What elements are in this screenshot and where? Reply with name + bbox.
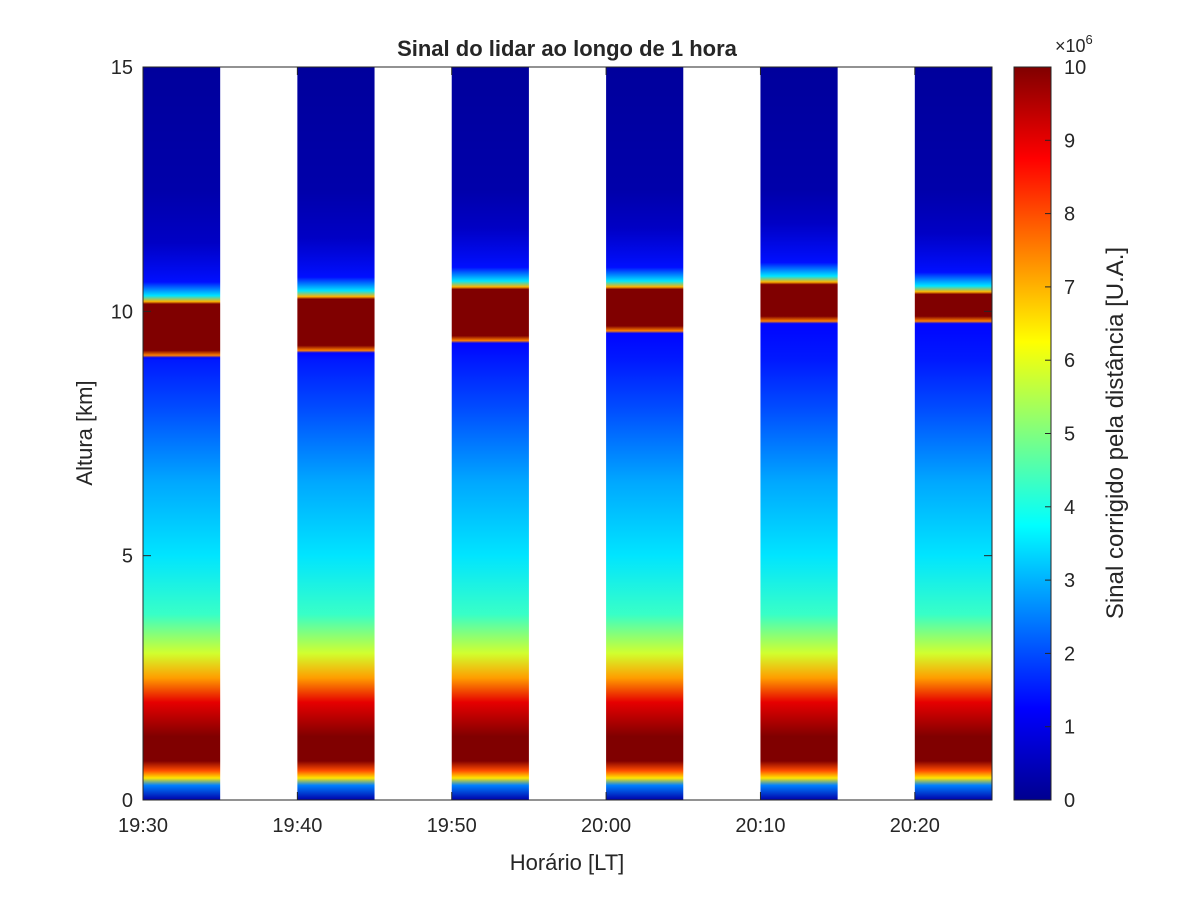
heatmap-segment [297,67,375,800]
colorbar-tick-label: 1 [1064,717,1075,739]
colorbar-tick-label: 2 [1064,643,1075,665]
colorbar-tick-label: 5 [1064,424,1075,446]
plot-frame [142,66,993,801]
y-tick-label: 10 [111,301,133,323]
heatmap-segment [760,67,838,800]
heatmap-segments [143,67,992,800]
heatmap-segment [451,67,529,800]
plot-area: 0 5 10 15 19:30 19:40 19:50 20:00 20:10 20:20 [111,57,993,837]
colorbar-tick-label: 10 [1064,57,1086,79]
colorbar-tick-label: 9 [1064,130,1075,152]
x-tick-label: 20:20 [890,815,940,837]
colorbar-label: Sinal corrigido pela distância [U.A.] [1102,247,1129,619]
x-tick-label: 20:00 [581,815,631,837]
y-tick-label: 5 [122,546,133,568]
heatmap-segment [143,67,221,800]
x-axis-label: Horário [LT] [510,850,625,875]
x-tick-label: 20:10 [735,815,785,837]
heatmap-segment [606,67,684,800]
chart-title: Sinal do lidar ao longo de 1 hora [397,36,738,61]
colorbar-tick-label: 4 [1064,497,1075,519]
colorbar-ticks: 0 1 2 3 4 5 6 7 8 9 10 [1045,57,1086,812]
colorbar: 0 1 2 3 4 5 6 7 8 9 10 ×106 Sinal corrigido pela d… [1013,32,1129,812]
y-tick-label: 0 [122,790,133,812]
colorbar-tick-label: 7 [1064,277,1075,299]
x-tick-label: 19:50 [427,815,477,837]
colorbar-exponent: ×106 [1055,32,1093,56]
y-axis-label: Altura [km] [72,380,97,485]
x-tick-label: 19:30 [118,815,168,837]
colorbar-tick-label: 8 [1064,204,1075,226]
colorbar-tick-label: 0 [1064,790,1075,812]
y-tick-label: 15 [111,57,133,79]
colorbar-tick-label: 6 [1064,350,1075,372]
x-tick-label: 19:40 [272,815,322,837]
heatmap-segment [914,67,992,800]
x-axis-ticks: 19:30 19:40 19:50 20:00 20:10 20:20 [118,67,940,837]
y-axis-ticks: 0 5 10 15 [111,57,992,812]
colorbar-tick-label: 3 [1064,570,1075,592]
